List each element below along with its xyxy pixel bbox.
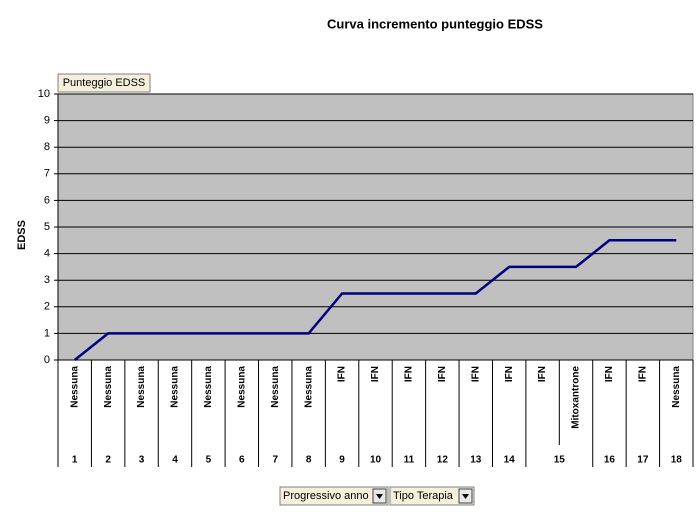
x-tick-label: Nessuna: [170, 366, 181, 408]
group-label: 5: [206, 455, 212, 466]
x-tick-label: Nessuna: [303, 366, 314, 408]
x-tick-label: IFN: [404, 366, 415, 382]
group-label: 7: [272, 455, 278, 466]
group-label: 8: [306, 455, 312, 466]
group-label: 4: [172, 455, 178, 466]
group-label: 17: [637, 455, 649, 466]
y-tick-label: 3: [44, 274, 50, 286]
x-tick-label: Nessuna: [136, 366, 147, 408]
group-label: 10: [370, 455, 382, 466]
x-tick-label: IFN: [337, 366, 348, 382]
y-tick-label: 5: [44, 221, 50, 233]
button-label: Punteggio EDSS: [63, 77, 146, 89]
x-tick-label: Nessuna: [270, 366, 281, 408]
x-tick-label: Nessuna: [103, 366, 114, 408]
chart-title: Curva incremento punteggio EDSS: [327, 16, 543, 31]
button-label: Progressivo anno: [283, 490, 369, 502]
group-label: 1: [72, 455, 78, 466]
group-label: 14: [504, 455, 516, 466]
x-tick-label: Mitoxantrone: [571, 366, 582, 429]
x-tick-label: IFN: [470, 366, 481, 382]
y-tick-label: 8: [44, 141, 50, 153]
x-tick-label: IFN: [638, 366, 649, 382]
data-field-button[interactable]: Punteggio EDSS: [57, 73, 151, 93]
x-tick-label: IFN: [504, 366, 515, 382]
x-tick-label: Nessuna: [203, 366, 214, 408]
y-axis-label: EDSS: [16, 220, 28, 250]
group-label: 18: [671, 455, 683, 466]
button-face: [57, 73, 151, 93]
group-label: 3: [139, 455, 145, 466]
group-label: 9: [339, 455, 345, 466]
y-tick-label: 2: [44, 301, 50, 313]
y-tick-label: 10: [38, 88, 50, 100]
y-tick-label: 6: [44, 194, 50, 206]
x-tick-label: Nessuna: [69, 366, 80, 408]
y-tick-label: 0: [44, 354, 50, 366]
y-tick-label: 4: [44, 248, 50, 260]
row-field-button[interactable]: Progressivo anno: [279, 486, 389, 506]
button-label: Tipo Terapia: [393, 490, 454, 502]
x-tick-label: IFN: [437, 366, 448, 382]
button-face: [279, 486, 389, 506]
group-label: 6: [239, 455, 245, 466]
x-tick-label: IFN: [370, 366, 381, 382]
group-label: 11: [404, 455, 415, 466]
group-label: 2: [105, 455, 111, 466]
y-tick-label: 1: [44, 327, 50, 339]
row-field-button[interactable]: Tipo Terapia: [389, 486, 475, 506]
x-tick-label: Nessuna: [236, 366, 247, 408]
x-tick-label: Nessuna: [671, 366, 682, 408]
group-label: 15: [554, 455, 566, 466]
group-label: 12: [437, 455, 449, 466]
dropdown-arrow: [376, 494, 383, 499]
group-label: 16: [604, 455, 616, 466]
dropdown-arrow: [462, 494, 469, 499]
x-tick-label: IFN: [537, 366, 548, 382]
button-face: [389, 486, 475, 506]
y-tick-label: 9: [44, 115, 50, 127]
group-label: 13: [470, 455, 482, 466]
y-tick-label: 7: [44, 168, 50, 180]
data-line: [73, 239, 677, 361]
x-tick-label: IFN: [604, 366, 615, 382]
